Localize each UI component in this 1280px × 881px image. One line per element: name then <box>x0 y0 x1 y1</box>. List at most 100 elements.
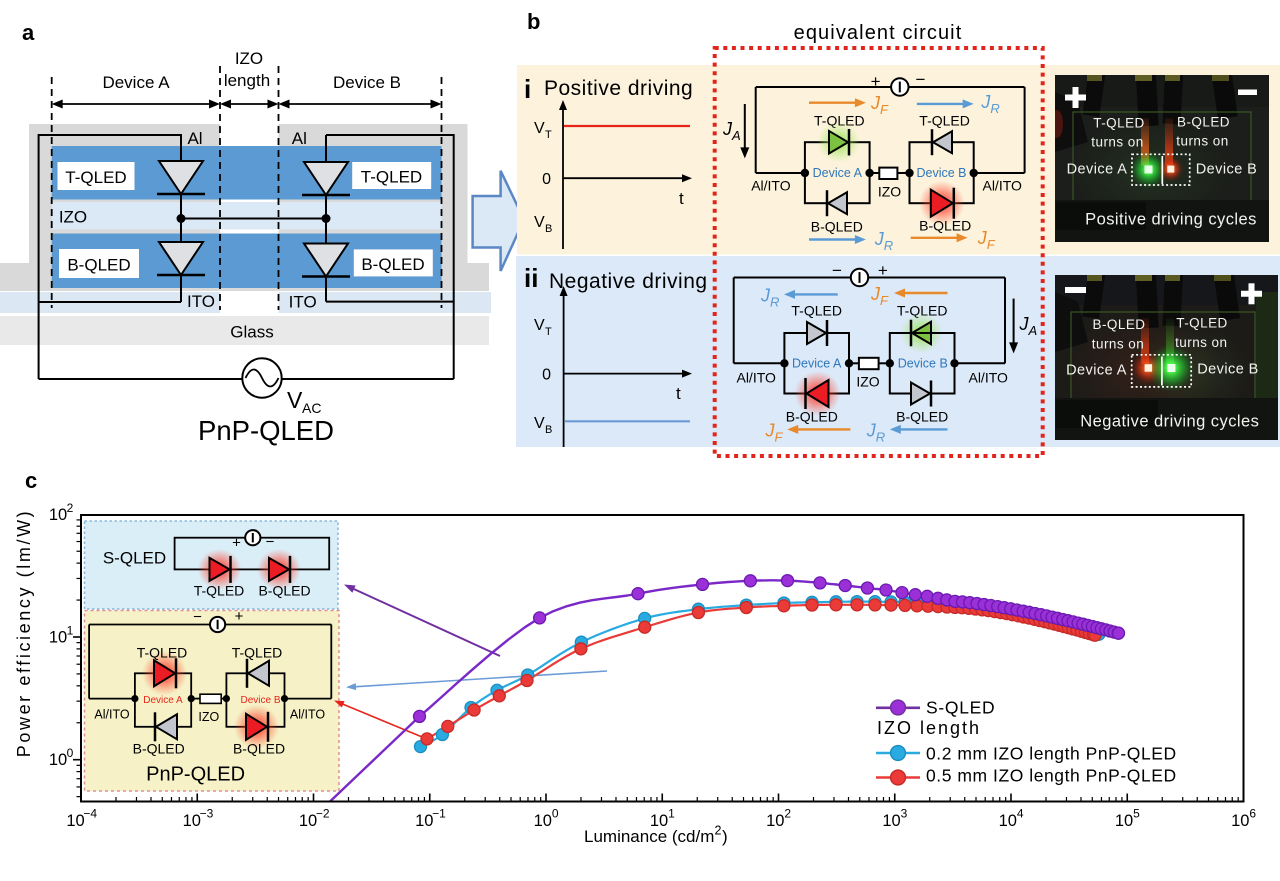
svg-text:10: 10 <box>49 506 67 524</box>
svg-text:A: A <box>731 128 741 143</box>
svg-text:B: B <box>545 424 552 436</box>
svg-text:R: R <box>770 294 779 309</box>
svg-text:B-QLED: B-QLED <box>233 741 285 757</box>
svg-text:Negative driving: Negative driving <box>549 270 708 293</box>
svg-text:t: t <box>676 384 681 403</box>
svg-text:Device B: Device B <box>1197 362 1259 378</box>
svg-text:+: + <box>232 535 241 552</box>
svg-text:Device A: Device A <box>1067 162 1128 178</box>
svg-text:−3: −3 <box>200 807 214 821</box>
svg-text:Positive driving: Positive driving <box>544 77 693 100</box>
svg-text:ii: ii <box>524 263 538 293</box>
svg-text:2: 2 <box>784 807 791 821</box>
svg-text:IZO: IZO <box>878 184 901 200</box>
svg-text:10: 10 <box>999 812 1017 830</box>
svg-text:i: i <box>524 74 531 104</box>
svg-text:6: 6 <box>1249 807 1256 821</box>
svg-text:b: b <box>527 9 540 34</box>
svg-text:turns on: turns on <box>1175 335 1227 350</box>
svg-text:10: 10 <box>415 812 433 830</box>
svg-text:B-QLED: B-QLED <box>258 583 310 599</box>
svg-text:0.2 mm IZO length PnP-QLED: 0.2 mm IZO length PnP-QLED <box>926 744 1177 764</box>
svg-text:B-QLED: B-QLED <box>67 256 130 275</box>
svg-text:Device B: Device B <box>898 357 948 371</box>
svg-text:R: R <box>876 429 885 444</box>
svg-text:−2: −2 <box>316 807 330 821</box>
svg-text:T-QLED: T-QLED <box>814 113 865 129</box>
svg-text:10: 10 <box>49 751 67 769</box>
svg-text:0.5 mm IZO length PnP-QLED: 0.5 mm IZO length PnP-QLED <box>926 766 1177 786</box>
svg-text:B-QLED: B-QLED <box>361 255 424 274</box>
svg-text:S-QLED: S-QLED <box>926 698 995 718</box>
svg-text:10: 10 <box>66 812 84 830</box>
svg-text:V: V <box>287 387 303 413</box>
svg-text:Al: Al <box>292 129 307 148</box>
svg-text:−: − <box>266 534 275 551</box>
svg-text:0: 0 <box>542 367 551 384</box>
svg-text:J: J <box>765 420 776 440</box>
svg-text:3: 3 <box>901 807 908 821</box>
svg-text:T: T <box>545 129 552 141</box>
svg-text:0: 0 <box>552 807 559 821</box>
svg-text:ITO: ITO <box>289 293 317 312</box>
svg-text:F: F <box>880 293 889 308</box>
svg-text:B-QLED: B-QLED <box>1177 115 1230 130</box>
svg-text:B-QLED: B-QLED <box>896 408 948 424</box>
svg-text:V: V <box>534 415 545 432</box>
svg-text:B: B <box>545 223 552 235</box>
svg-text:−: − <box>916 70 926 89</box>
svg-text:10: 10 <box>1115 812 1133 830</box>
svg-text:IZO length: IZO length <box>877 718 981 738</box>
svg-text:Al/ITO: Al/ITO <box>982 177 1022 193</box>
svg-text:AC: AC <box>302 400 321 416</box>
svg-text:Luminance (cd/m: Luminance (cd/m <box>584 827 714 846</box>
svg-text:ITO: ITO <box>187 292 215 311</box>
svg-text:turns on: turns on <box>1176 134 1228 149</box>
svg-text:B-QLED: B-QLED <box>1093 317 1146 332</box>
svg-text:2: 2 <box>715 824 722 838</box>
svg-text:Device A: Device A <box>1066 363 1127 379</box>
svg-text:−: − <box>832 261 842 280</box>
svg-text:T-QLED: T-QLED <box>194 583 245 599</box>
svg-text:J: J <box>980 92 991 112</box>
svg-text:V: V <box>534 120 545 137</box>
svg-text:−4: −4 <box>83 807 97 821</box>
svg-text:Device A: Device A <box>143 695 183 706</box>
svg-text:5: 5 <box>1133 807 1140 821</box>
svg-text:): ) <box>722 827 728 846</box>
svg-text:0: 0 <box>67 746 74 760</box>
svg-text:T-QLED: T-QLED <box>897 303 948 319</box>
svg-text:Device B: Device B <box>333 73 401 92</box>
svg-text:Power efficiency (lm/W): Power efficiency (lm/W) <box>14 509 34 758</box>
svg-text:4: 4 <box>1017 807 1024 821</box>
svg-text:10: 10 <box>1231 812 1249 830</box>
svg-text:J: J <box>1019 314 1030 334</box>
svg-text:+: + <box>235 608 244 625</box>
svg-text:+: + <box>871 72 881 91</box>
svg-text:J: J <box>870 284 881 304</box>
svg-text:Positive driving cycles: Positive driving cycles <box>1085 211 1257 229</box>
svg-text:Negative driving cycles: Negative driving cycles <box>1080 413 1259 431</box>
svg-text:Al: Al <box>187 129 202 148</box>
svg-text:IZO: IZO <box>59 208 87 227</box>
svg-text:Device B: Device B <box>916 166 966 180</box>
svg-text:T: T <box>545 326 552 338</box>
svg-text:J: J <box>760 285 771 305</box>
svg-text:T-QLED: T-QLED <box>1176 316 1227 331</box>
svg-text:T-QLED: T-QLED <box>137 645 188 661</box>
svg-text:a: a <box>22 20 35 45</box>
svg-text:Al/ITO: Al/ITO <box>290 708 325 722</box>
svg-text:PnP-QLED: PnP-QLED <box>146 764 245 786</box>
svg-text:turns on: turns on <box>1092 337 1144 352</box>
svg-text:10: 10 <box>534 812 552 830</box>
svg-text:Al/ITO: Al/ITO <box>736 369 776 385</box>
svg-text:Device A: Device A <box>102 73 170 92</box>
svg-text:length: length <box>224 71 270 90</box>
svg-text:T-QLED: T-QLED <box>232 645 283 661</box>
svg-text:Al/ITO: Al/ITO <box>968 369 1008 385</box>
svg-text:1: 1 <box>668 807 675 821</box>
svg-text:10: 10 <box>299 812 317 830</box>
svg-text:turns on: turns on <box>1091 135 1143 150</box>
svg-text:equivalent circuit: equivalent circuit <box>794 22 963 44</box>
svg-text:+: + <box>878 261 888 280</box>
